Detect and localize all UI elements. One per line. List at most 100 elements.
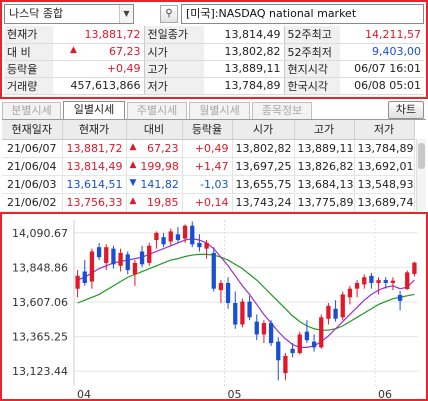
row-close: 13,614,51: [62, 175, 127, 194]
row-close: 13,814,49: [62, 157, 127, 176]
candle-body: [304, 331, 310, 341]
row-high: 13,889,11: [294, 139, 355, 158]
row-change: 141,82: [140, 177, 179, 191]
candle-body: [276, 341, 281, 361]
tab-minute[interactable]: 분별시세: [2, 102, 61, 119]
row-rate: +0,14: [182, 193, 233, 212]
candle: [96, 242, 102, 261]
col-date[interactable]: 현재일자: [2, 120, 63, 140]
col-change[interactable]: 대비: [126, 120, 183, 140]
x-tick-label: 06: [378, 388, 392, 399]
row-open: 13,802,82: [232, 139, 295, 158]
candle: [111, 245, 116, 269]
candle: [75, 270, 80, 298]
grid-scrollbar[interactable]: [416, 139, 426, 211]
row-change-cell: ▲ 19,85: [126, 193, 183, 212]
search-bar: 나스닥 종합 ▼ ⚲ [미국]:NASDAQ national market: [4, 4, 424, 24]
row-low: 13,689,74: [354, 193, 415, 212]
magnifier-icon[interactable]: ⚲: [160, 5, 178, 23]
candle: [412, 261, 417, 277]
row-date: 21/06/02: [2, 193, 63, 212]
row-high: 13,826,82: [294, 157, 355, 176]
open-value: 13,802,82: [204, 43, 284, 61]
up-triangle-icon: ▲: [129, 141, 137, 152]
col-close[interactable]: 현재가: [62, 120, 127, 140]
candle-body: [354, 282, 360, 289]
volume-value: 457,613,866: [53, 77, 144, 95]
row-close: 13,881,72: [62, 139, 127, 158]
candle-body: [240, 301, 245, 325]
candle: [304, 320, 310, 344]
table-row[interactable]: 21/06/07 13,881,72 ▲ 67,23 +0,49 13,802,8…: [2, 139, 415, 158]
chevron-down-icon[interactable]: ▼: [119, 5, 133, 23]
candle: [218, 280, 224, 303]
change-cell: ▲ 67,23: [53, 43, 144, 61]
candle: [405, 270, 410, 290]
x-tick-label: 04: [77, 388, 91, 399]
market-field: [미국]:NASDAQ national market: [181, 4, 424, 24]
chart-grid: [73, 220, 418, 386]
candles: [75, 221, 417, 381]
candle: [190, 221, 195, 248]
quote-panel: 나스닥 종합 ▼ ⚲ [미국]:NASDAQ national market 현…: [0, 0, 428, 99]
candle: [276, 337, 281, 381]
candle-body: [182, 225, 188, 239]
candlestick-chart[interactable]: 14,090.67 13,848.86 13,607.06 13,365.25 13,1…: [2, 214, 426, 399]
row-open: 13,655,75: [232, 175, 295, 194]
prev-close-value: 13,814,49: [204, 26, 284, 44]
wk52-high-label: 52주최고: [283, 26, 340, 44]
low-value: 13,784,89: [204, 77, 284, 95]
quote-info-table: 현재가 13,881,72 전일종가 13,814,49 52주최고 14,21…: [4, 26, 424, 95]
col-high[interactable]: 고가: [294, 120, 355, 140]
candle-body: [369, 275, 374, 283]
open-label: 시가: [143, 43, 204, 61]
candle-body: [147, 245, 152, 263]
candle-body: [168, 231, 173, 242]
row-low: 13,548,93: [354, 175, 415, 194]
candle-body: [218, 282, 224, 291]
local-time-label: 현지시각: [283, 60, 340, 78]
candle-body: [82, 271, 87, 283]
table-row[interactable]: 21/06/04 13,814,49 ▲ 199,98 +1,47 13,697,…: [2, 157, 415, 176]
candle: [147, 242, 152, 266]
row-date: 21/06/03: [2, 175, 63, 194]
wk52-high-value: 14,211,57: [340, 26, 424, 44]
kr-time-label: 한국시각: [283, 77, 340, 95]
chart-button[interactable]: 차트: [388, 101, 424, 119]
row-rate: +1,47: [182, 157, 233, 176]
moving-average-lines: [77, 237, 415, 348]
tab-stock-info[interactable]: 종목정보: [252, 102, 312, 119]
y-tick-label: 13,365.25: [12, 331, 68, 344]
candle-body: [125, 254, 130, 271]
col-open[interactable]: 시가: [232, 120, 295, 140]
candle: [168, 228, 173, 246]
low-label: 저가: [143, 77, 204, 95]
symbol-select[interactable]: 나스닥 종합 ▼: [4, 4, 134, 24]
up-triangle-icon: ▲: [129, 195, 137, 206]
rate-value: +0,49: [53, 60, 144, 78]
candle: [362, 274, 367, 289]
tab-daily[interactable]: 일별시세: [63, 101, 125, 119]
candle-body: [297, 334, 302, 354]
col-rate[interactable]: 등락율: [182, 120, 233, 140]
tab-monthly[interactable]: 월별시세: [189, 102, 250, 119]
scrollbar-thumb[interactable]: [418, 143, 425, 169]
candle-body: [376, 280, 381, 283]
symbol-name: 나스닥 종합: [9, 7, 64, 20]
row-date: 21/06/07: [2, 139, 63, 158]
candle: [233, 291, 238, 329]
row-rate: -1,03: [182, 175, 233, 194]
candle: [333, 300, 338, 322]
candle-body: [405, 272, 410, 290]
price-chart-panel: 14,090.67 13,848.86 13,607.06 13,365.25 13,1…: [0, 212, 428, 401]
candle-body: [175, 234, 181, 241]
wk52-low-label: 52주최저: [283, 43, 340, 61]
tab-weekly[interactable]: 주별시세: [127, 102, 187, 119]
candle: [247, 295, 252, 321]
candle: [340, 291, 345, 321]
high-label: 고가: [143, 60, 204, 78]
table-row[interactable]: 21/06/03 13,614,51 ▼ 141,82 -1,03 13,655,…: [2, 175, 415, 194]
table-row[interactable]: 21/06/02 13,756,33 ▲ 19,85 +0,14 13,743,2…: [2, 193, 415, 212]
col-low[interactable]: 저가: [354, 120, 415, 140]
candle-body: [225, 282, 231, 303]
